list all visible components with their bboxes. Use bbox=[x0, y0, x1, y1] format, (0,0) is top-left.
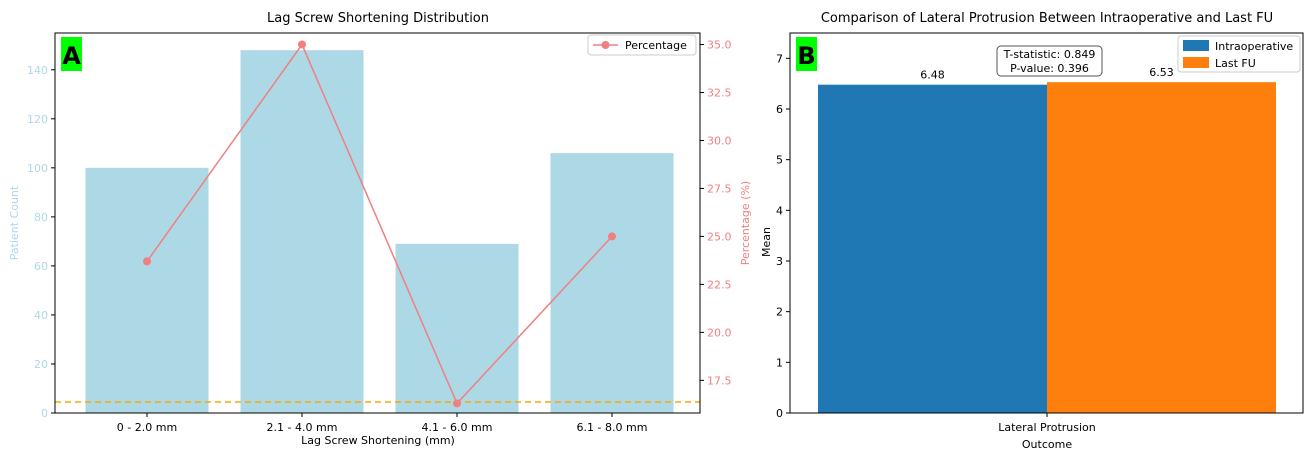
ytick-label: 40 bbox=[34, 309, 48, 322]
percentage-point-1 bbox=[143, 257, 151, 266]
panel-label-a: A bbox=[62, 42, 81, 70]
p-value-text: P-value: 0.396 bbox=[1010, 62, 1089, 75]
bar-last-fu bbox=[1047, 82, 1276, 413]
stats-annotation: T-statistic: 0.849 P-value: 0.396 bbox=[996, 45, 1103, 77]
chart-a-title: Lag Screw Shortening Distribution bbox=[267, 11, 489, 26]
ytick-label: 0 bbox=[41, 407, 48, 420]
legend-entry-percentage: Percentage bbox=[625, 39, 687, 52]
ytick-label: 120 bbox=[27, 113, 48, 126]
xtick-label: 6.1 - 8.0 mm bbox=[577, 421, 648, 434]
chart-b-title: Comparison of Lateral Protrusion Between… bbox=[821, 11, 1273, 26]
xtick-label: 0 - 2.0 mm bbox=[117, 421, 177, 434]
ytick-label-right: 27.5 bbox=[707, 182, 732, 195]
percentage-point-2 bbox=[298, 40, 306, 49]
ytick-label: 100 bbox=[27, 162, 48, 175]
ytick-label-right: 32.5 bbox=[707, 86, 732, 99]
ytick-label: 3 bbox=[776, 255, 783, 268]
legend-swatch-last-fu bbox=[1183, 57, 1209, 68]
data-label-intraoperative: 6.48 bbox=[920, 69, 945, 82]
ytick-label: 1 bbox=[776, 356, 783, 369]
ytick-label: 7 bbox=[776, 52, 783, 65]
ytick-label: 6 bbox=[776, 103, 783, 116]
percentage-point-3 bbox=[453, 399, 461, 408]
legend-entry-intraoperative: Intraoperative bbox=[1215, 40, 1293, 53]
ytick-label: 140 bbox=[27, 64, 48, 77]
ytick-label-right: 30.0 bbox=[707, 134, 732, 147]
panel-label-b: B bbox=[797, 42, 815, 70]
ytick-label: 5 bbox=[776, 154, 783, 167]
bar-0-2-0-mm bbox=[85, 167, 209, 413]
ytick-label-right: 35.0 bbox=[707, 39, 732, 52]
bar-2-1-4-0-mm bbox=[240, 50, 364, 414]
legend-entry-last-fu: Last FU bbox=[1215, 57, 1256, 70]
legend-swatch-intraoperative bbox=[1183, 40, 1209, 51]
ytick-label: 20 bbox=[34, 358, 48, 371]
axes-frame-a bbox=[54, 32, 701, 414]
legend-b: Intraoperative Last FU bbox=[1177, 35, 1301, 73]
ytick-label-right: 17.5 bbox=[707, 374, 732, 387]
panel-b: Comparison of Lateral Protrusion Between… bbox=[760, 11, 1304, 451]
xtick-label: 2.1 - 4.0 mm bbox=[267, 421, 338, 434]
chart-b-ylabel: Mean bbox=[760, 227, 773, 257]
chart-b-xlabel: Outcome bbox=[1022, 438, 1072, 451]
ytick-label: 80 bbox=[34, 211, 48, 224]
ytick-label: 60 bbox=[34, 260, 48, 273]
legend-marker-percentage bbox=[601, 41, 610, 49]
bar-intraoperative bbox=[818, 84, 1047, 414]
percentage-point-4 bbox=[608, 232, 616, 241]
percentage-line bbox=[146, 42, 613, 405]
t-statistic-text: T-statistic: 0.849 bbox=[1003, 48, 1096, 61]
ytick-label-right: 22.5 bbox=[707, 278, 732, 291]
ytick-label-right: 25.0 bbox=[707, 230, 732, 243]
chart-a-ylabel: Patient Count bbox=[8, 185, 21, 260]
chart-a-xlabel: Lag Screw Shortening (mm) bbox=[301, 434, 455, 447]
bar-4-1-6-0-mm bbox=[395, 243, 519, 413]
ytick-label: 0 bbox=[776, 407, 783, 420]
panel-label-b-bg bbox=[796, 37, 817, 71]
data-label-last-fu: 6.53 bbox=[1149, 66, 1174, 79]
panel-a: Lag Screw Shortening Distribution 0 20 40 6… bbox=[8, 11, 752, 447]
legend-a: Percentage bbox=[587, 34, 697, 56]
bar-6-1-8-0-mm bbox=[550, 153, 674, 413]
ytick-label: 4 bbox=[776, 204, 783, 217]
panel-label-a-bg bbox=[61, 37, 82, 71]
ytick-label: 2 bbox=[776, 306, 783, 319]
chart-a-ylabel-right: Percentage (%) bbox=[739, 181, 752, 265]
xtick-label: 4.1 - 6.0 mm bbox=[422, 421, 493, 434]
ytick-label-right: 20.0 bbox=[707, 326, 732, 339]
xtick-label: Lateral Protrusion bbox=[998, 421, 1096, 434]
